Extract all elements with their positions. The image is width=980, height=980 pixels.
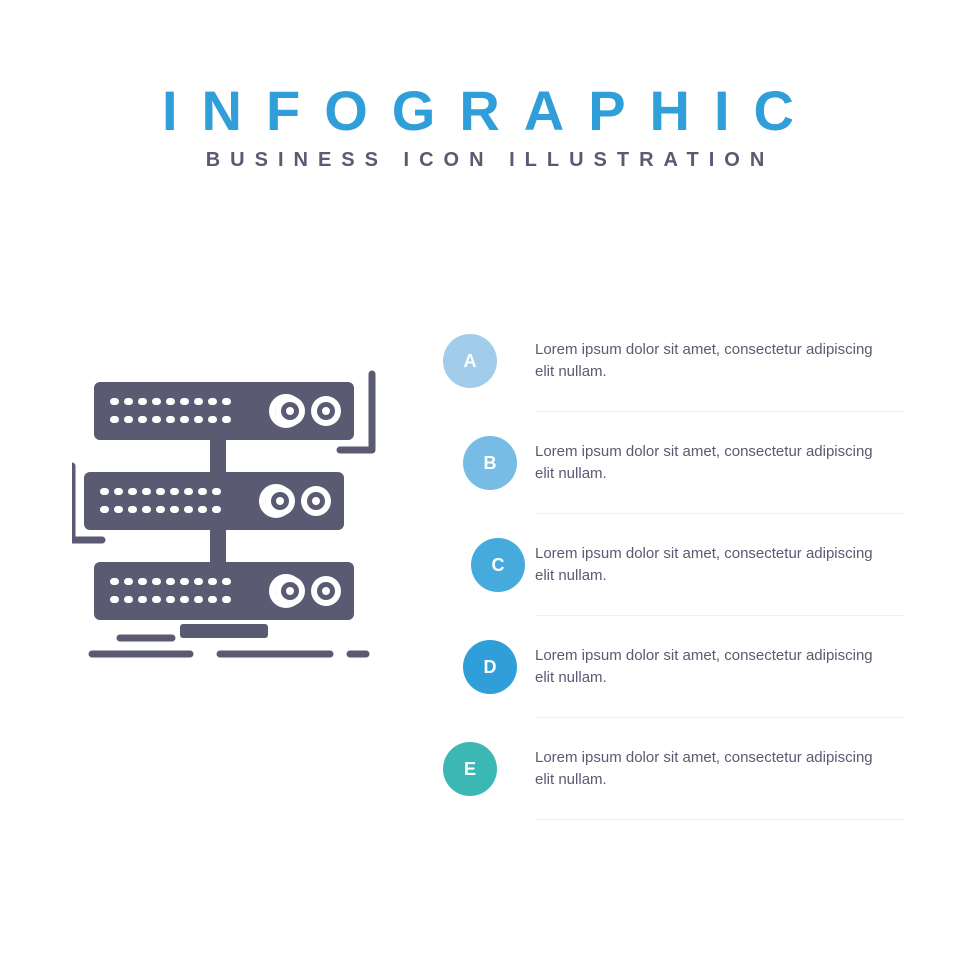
step-text-a: Lorem ipsum dolor sit amet, consectetur …: [535, 339, 895, 383]
page-title: INFOGRAPHIC: [0, 78, 980, 143]
step-badge-d: D: [463, 640, 517, 694]
step-text-b: Lorem ipsum dolor sit amet, consectetur …: [535, 441, 895, 485]
step-text-e: Lorem ipsum dolor sit amet, consectetur …: [535, 747, 895, 791]
step-badge-a: A: [443, 334, 497, 388]
step-row-d: D Lorem ipsum dolor sit amet, consectetur…: [405, 616, 905, 718]
step-row-b: B Lorem ipsum dolor sit amet, consectetur…: [405, 412, 905, 514]
step-badge-c: C: [471, 538, 525, 592]
step-row-a: A Lorem ipsum dolor sit amet, consectetur…: [405, 310, 905, 412]
header: INFOGRAPHIC BUSINESS ICON ILLUSTRATION: [0, 0, 980, 172]
step-list: A Lorem ipsum dolor sit amet, consectetur…: [405, 310, 905, 820]
content-area: A Lorem ipsum dolor sit amet, consectetur…: [0, 310, 980, 870]
step-row-c: CLorem ipsum dolor sit amet, consectetur…: [405, 514, 905, 616]
step-badge-e: E: [443, 742, 497, 796]
step-text-d: Lorem ipsum dolor sit amet, consectetur …: [535, 645, 895, 689]
step-row-e: E Lorem ipsum dolor sit amet, consectetur…: [405, 718, 905, 820]
page-subtitle: BUSINESS ICON ILLUSTRATION: [0, 149, 980, 172]
step-text-c: Lorem ipsum dolor sit amet, consectetur …: [535, 543, 895, 587]
server-stack-icon: [72, 354, 382, 674]
step-badge-b: B: [463, 436, 517, 490]
